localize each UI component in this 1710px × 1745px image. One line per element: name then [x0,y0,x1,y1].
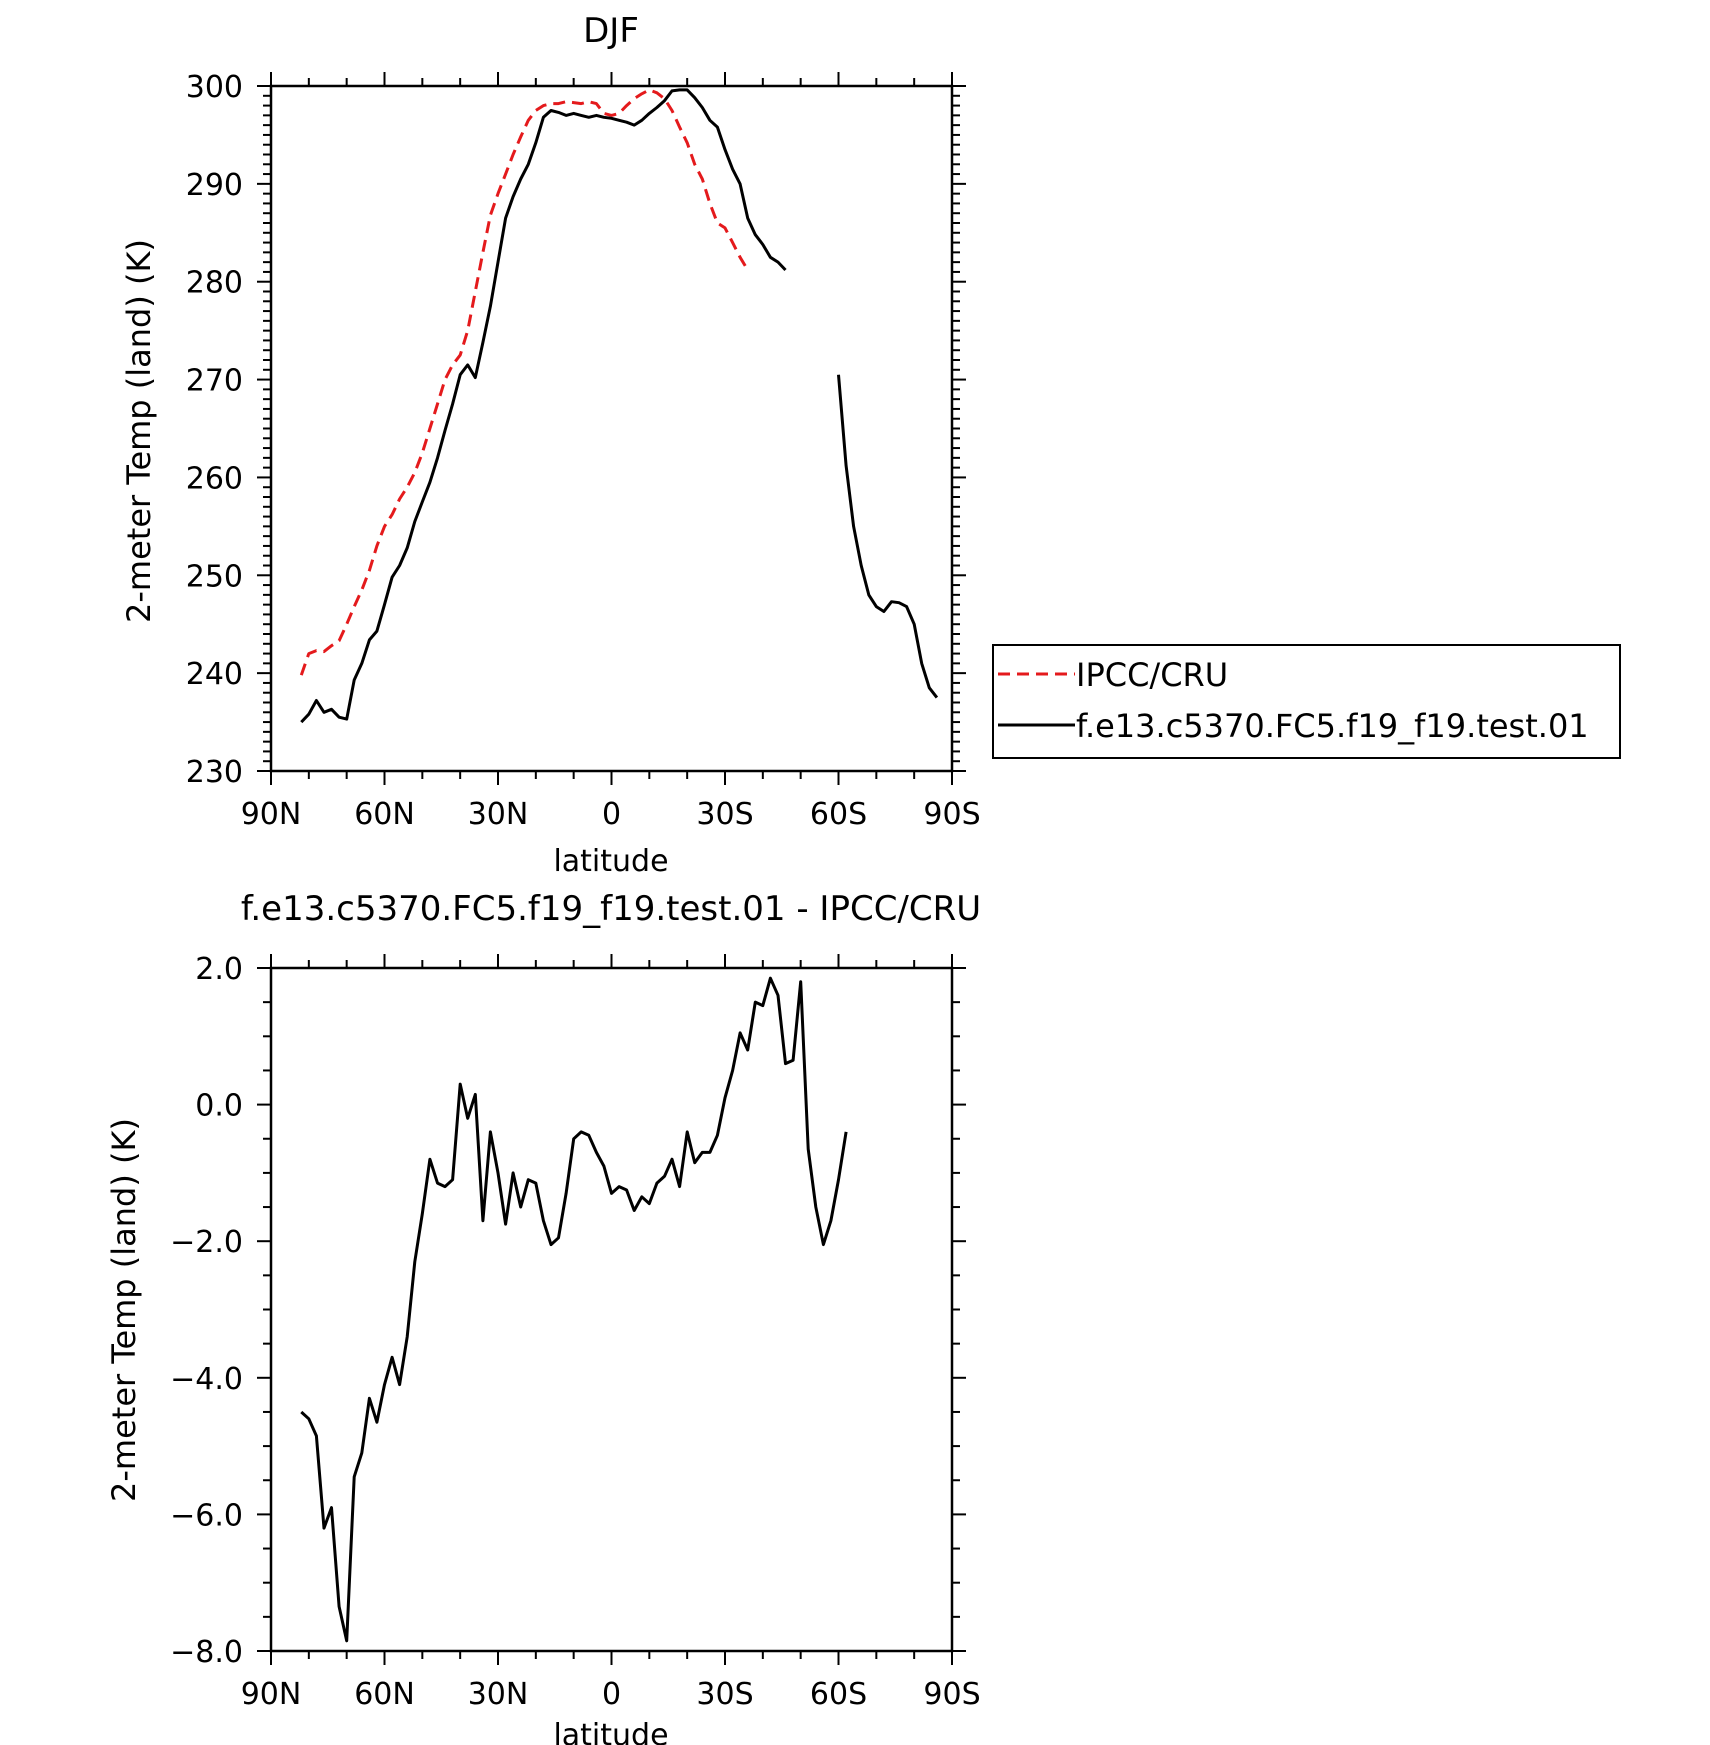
y-tick-label: −2.0 [170,1225,243,1260]
top-panel-frame [269,84,954,773]
y-tick-label: 0.0 [195,1089,243,1124]
y-tick-label: 290 [186,168,243,203]
x-tick-label: 90S [923,797,980,832]
legend-label-ipcc-cru: IPCC/CRU [1076,656,1228,694]
top-panel-xlabel: latitude [553,844,668,879]
top-panel: DJF 2-meter Temp (land) (K) latitude 90N… [120,11,981,879]
top-panel-title: DJF [583,11,639,51]
bottom-panel-ylabel: 2-meter Temp (land) (K) [105,1118,143,1502]
x-tick-label: 60S [810,1677,867,1712]
series-line-model [300,88,939,724]
legend-label-model: f.e13.c5370.FC5.f19_f19.test.01 [1076,707,1589,745]
x-tick-label: 90N [241,1677,302,1712]
x-tick-label: 0 [602,797,621,832]
y-tick-label: 270 [186,364,243,399]
x-tick-label: 60S [810,797,867,832]
y-tick-label: 280 [186,266,243,301]
bottom-panel-xlabel: latitude [553,1718,668,1745]
legend: IPCC/CRU f.e13.c5370.FC5.f19_f19.test.01 [992,644,1621,759]
bottom-panel-frame [269,966,954,1653]
top-panel-ticks: 90N 60N 30N 0 30S 60S 90S 230 240 250 260 270 280 290… [186,70,981,832]
legend-box [992,644,1621,759]
bottom-panel: f.e13.c5370.FC5.f19_f19.test.01 - IPCC/C… [105,889,981,1745]
bottom-panel-series [300,976,848,1643]
x-tick-label: 30N [468,1677,529,1712]
x-tick-label: 90N [241,797,302,832]
y-tick-label: −6.0 [170,1498,243,1533]
x-tick-label: 90S [923,1677,980,1712]
top-panel-series [299,88,939,724]
series-line-ipcc-cru [299,88,749,676]
bottom-panel-ticks: 90N 60N 30N 0 30S 60S 90S −8.0 −6.0 −4.0 −2.0 0.0 2.… [170,952,980,1712]
x-tick-label: 60N [354,1677,415,1712]
y-tick-label: 260 [186,461,243,496]
y-tick-label: −8.0 [170,1635,243,1670]
x-tick-label: 60N [354,797,415,832]
x-tick-label: 0 [602,1677,621,1712]
x-tick-label: 30N [468,797,529,832]
x-tick-label: 30S [696,1677,753,1712]
bottom-panel-title: f.e13.c5370.FC5.f19_f19.test.01 - IPCC/C… [241,889,981,929]
series-line-difference [300,976,848,1643]
top-panel-ylabel: 2-meter Temp (land) (K) [120,239,158,623]
x-tick-label: 30S [696,797,753,832]
y-tick-label: 240 [186,657,243,692]
y-tick-label: 230 [186,755,243,790]
y-tick-label: 300 [186,70,243,105]
y-tick-label: 2.0 [195,952,243,987]
y-tick-label: 250 [186,559,243,594]
y-tick-label: −4.0 [170,1362,243,1397]
